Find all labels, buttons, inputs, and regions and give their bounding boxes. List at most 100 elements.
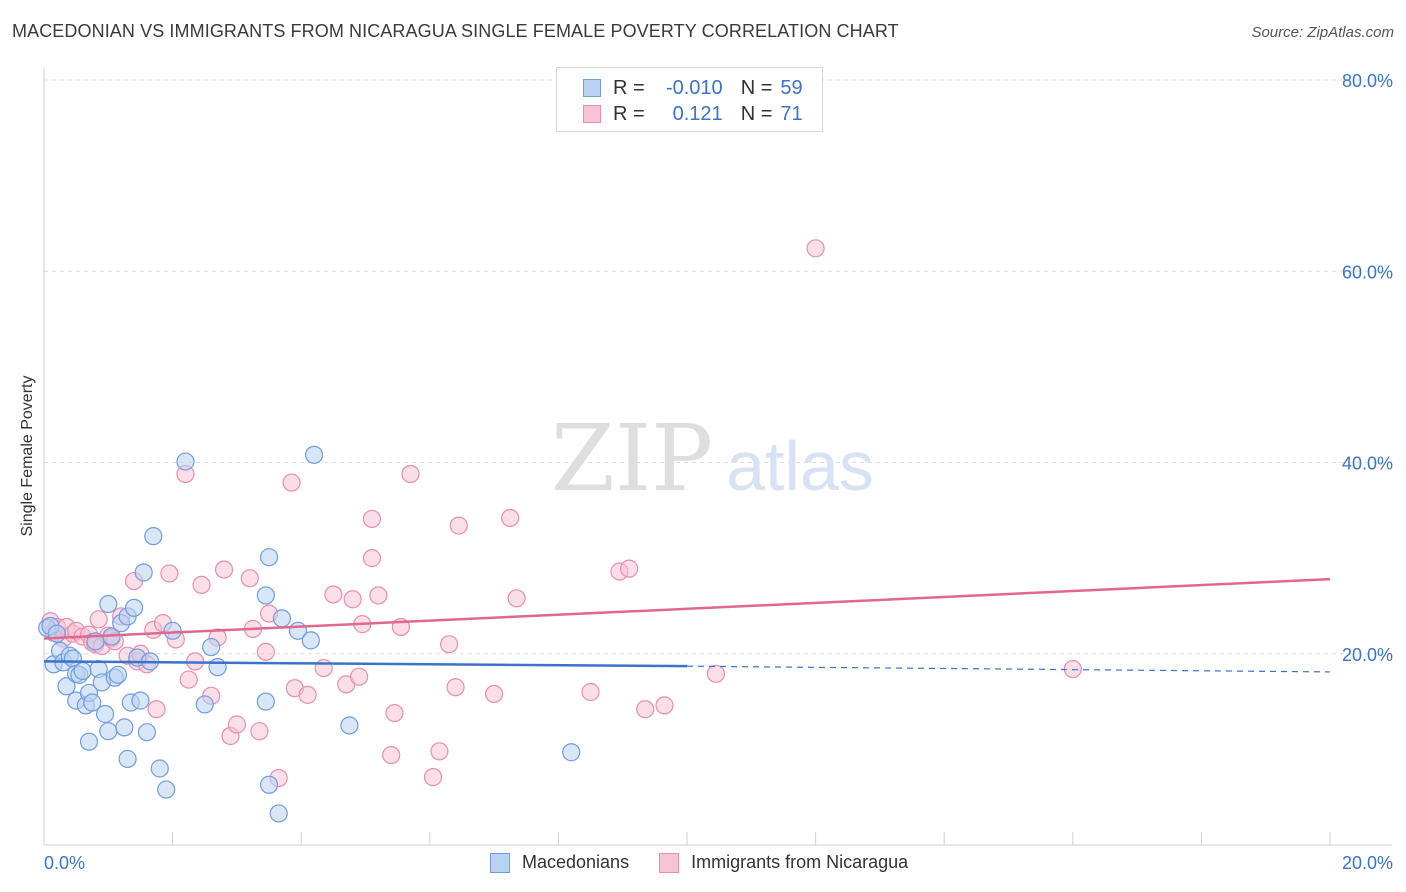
nicaragua-point — [620, 559, 639, 578]
nicaragua-point — [369, 586, 388, 605]
nicaragua-point — [706, 664, 726, 683]
nicaragua-point — [362, 509, 382, 529]
macedonians-point — [272, 609, 292, 628]
macedonians-point — [202, 637, 221, 657]
nicaragua-point — [89, 610, 108, 629]
legend-swatch-macedonians — [490, 852, 510, 873]
nicaragua-point — [160, 564, 179, 583]
nicaragua-point — [382, 746, 401, 765]
legend-label-macedonians: Macedonians — [522, 852, 630, 872]
macedonians-point — [124, 598, 144, 617]
macedonians-point — [73, 661, 92, 681]
macedonians-point — [256, 692, 275, 711]
macedonians-point — [57, 677, 76, 696]
nicaragua-point — [449, 516, 468, 535]
legend-n-label: N = — [740, 102, 773, 125]
legend-label-nicaragua: Immigrants from Nicaragua — [691, 852, 909, 872]
nicaragua-point — [507, 589, 526, 608]
nicaragua-point — [485, 684, 504, 704]
nicaragua-point — [581, 682, 600, 702]
nicaragua-point — [192, 575, 211, 595]
macedonians-point — [163, 621, 182, 640]
watermark-atlas: atlas — [726, 427, 874, 505]
nicaragua-point — [439, 635, 459, 654]
legend-swatch-nicaragua — [583, 105, 601, 123]
nicaragua-point — [430, 742, 449, 761]
macedonians-point — [195, 695, 214, 714]
macedonians-point — [118, 749, 137, 769]
macedonians-point — [47, 624, 66, 643]
macedonians-point — [131, 691, 150, 710]
series-legend: Macedonians Immigrants from Nicaragua — [490, 852, 938, 873]
nicaragua-point — [446, 678, 465, 697]
macedonians-point — [304, 445, 324, 464]
nicaragua-point — [401, 464, 420, 484]
nicaragua-point — [636, 700, 655, 719]
nicaragua-point — [362, 549, 382, 568]
macedonians-point — [115, 718, 134, 737]
macedonians-point — [157, 780, 176, 799]
macedonians-point — [269, 804, 288, 823]
macedonians-point — [134, 563, 153, 582]
macedonians-point — [79, 732, 99, 751]
nicaragua-point — [349, 667, 369, 686]
legend-r-label: R = — [613, 76, 645, 99]
legend-r-value: -0.010 — [665, 76, 723, 99]
macedonians-point — [144, 527, 163, 546]
legend-row-nicaragua: R = 0.121 N = 71 — [583, 102, 803, 126]
data-points — [38, 239, 1082, 823]
nicaragua-point — [240, 569, 259, 588]
trend-lines — [43, 577, 1331, 673]
chart-title: MACEDONIAN VS IMMIGRANTS FROM NICARAGUA … — [12, 21, 899, 41]
macedonians-point — [108, 665, 128, 684]
nicaragua-point — [314, 658, 333, 678]
macedonians-point — [259, 548, 279, 567]
nicaragua-point — [256, 642, 275, 661]
legend-item-macedonians: Macedonians — [490, 852, 629, 873]
nicaragua-point — [214, 560, 234, 579]
axes — [43, 68, 1392, 846]
nicaragua-point — [324, 585, 343, 604]
grid-lines — [44, 79, 1392, 655]
tick-labels: 20.0% 40.0% 60.0% 80.0% 0.0% 20.0% — [44, 71, 1393, 873]
legend-item-nicaragua: Immigrants from Nicaragua — [659, 852, 908, 873]
nicaragua-point — [655, 696, 674, 715]
nicaragua-point — [227, 715, 246, 734]
nicaragua-point — [385, 703, 404, 723]
macedonians-point — [83, 693, 102, 712]
nicaragua-trend-line — [43, 577, 1331, 640]
nicaragua-point — [806, 239, 825, 258]
macedonians-point — [301, 631, 320, 650]
nicaragua-point — [298, 685, 317, 704]
x-tick-label: 0.0% — [44, 853, 85, 873]
y-tick-label: 60.0% — [1342, 262, 1393, 282]
legend-n-value: 71 — [780, 102, 803, 125]
macedonians-point — [208, 658, 227, 677]
legend-row-macedonians: R = -0.010 N = 59 — [583, 76, 803, 100]
nicaragua-point — [501, 508, 520, 528]
source-label: Source: ZipAtlas.com — [1251, 24, 1394, 41]
watermark-zip: ZIP — [551, 405, 713, 512]
macedonians-point — [137, 723, 156, 742]
macedonians-point — [259, 775, 279, 794]
legend-n-value: 59 — [780, 76, 803, 99]
stats-legend: R = -0.010 N = 59 R = 0.121 N = 71 — [556, 67, 823, 132]
legend-r-label: R = — [613, 102, 645, 125]
macedonians-point — [99, 594, 118, 614]
macedonians-point — [340, 716, 359, 735]
nicaragua-point — [179, 670, 198, 689]
y-tick-label: 80.0% — [1342, 71, 1393, 91]
nicaragua-point — [423, 768, 443, 787]
macedonians-trend-line — [43, 660, 688, 668]
nicaragua-point — [250, 722, 269, 741]
macedonians-point — [99, 722, 118, 741]
x-tick-label: 20.0% — [1342, 853, 1393, 873]
legend-r-value: 0.121 — [672, 102, 723, 125]
macedonians-trend-extension — [686, 665, 1331, 673]
macedonians-point — [150, 759, 169, 778]
watermark: ZIP atlas — [551, 405, 874, 512]
macedonians-point — [176, 452, 195, 471]
legend-n-label: N = — [740, 76, 773, 99]
macedonians-point — [256, 586, 275, 605]
